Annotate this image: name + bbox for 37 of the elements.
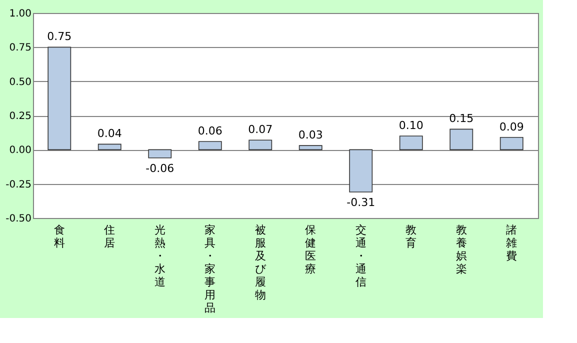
x-tick-label: 教育 — [406, 224, 417, 250]
y-tick-label: 0.75 — [9, 42, 32, 54]
x-tick-label: 光熱・水道 — [154, 224, 166, 288]
data-label: 0.04 — [97, 127, 122, 140]
y-tick-label: 0.00 — [9, 145, 32, 156]
bar — [48, 46, 72, 150]
data-label: -0.31 — [346, 196, 376, 210]
data-label: 0.03 — [298, 128, 323, 142]
x-tick-label: 住居 — [104, 224, 116, 250]
bar — [399, 136, 423, 150]
bar — [349, 149, 373, 192]
bar — [248, 140, 272, 150]
y-tick-label: 0.50 — [9, 76, 32, 88]
bar — [198, 141, 222, 150]
bar — [500, 136, 524, 150]
x-tick-label: 保健医療 — [305, 224, 316, 276]
y-tick-label: 0.25 — [9, 111, 32, 122]
x-tick-label: 被服及び履物 — [254, 224, 267, 302]
x-tick-label: 家具・家事用品 — [204, 224, 216, 314]
bar — [148, 149, 172, 158]
x-tick-label: 交通・通信 — [355, 224, 366, 288]
x-tick-label: 教養娯楽 — [456, 224, 467, 276]
y-tick-label: -0.50 — [6, 214, 32, 224]
data-label: 0.07 — [248, 123, 273, 136]
x-tick-label: 諸雑費 — [506, 224, 518, 262]
data-label: 0.06 — [198, 124, 222, 138]
bar — [98, 144, 122, 150]
y-tick-label: -0.25 — [6, 179, 32, 190]
data-label: 0.75 — [47, 30, 72, 44]
x-tick-label: 食料 — [54, 224, 65, 250]
data-label: 0.10 — [398, 119, 424, 132]
y-tick-label: 1.00 — [9, 8, 32, 20]
bar — [450, 128, 474, 150]
data-label: 0.15 — [449, 112, 474, 126]
data-label: 0.09 — [499, 120, 524, 134]
data-label: -0.06 — [146, 162, 174, 175]
bar — [298, 145, 322, 150]
